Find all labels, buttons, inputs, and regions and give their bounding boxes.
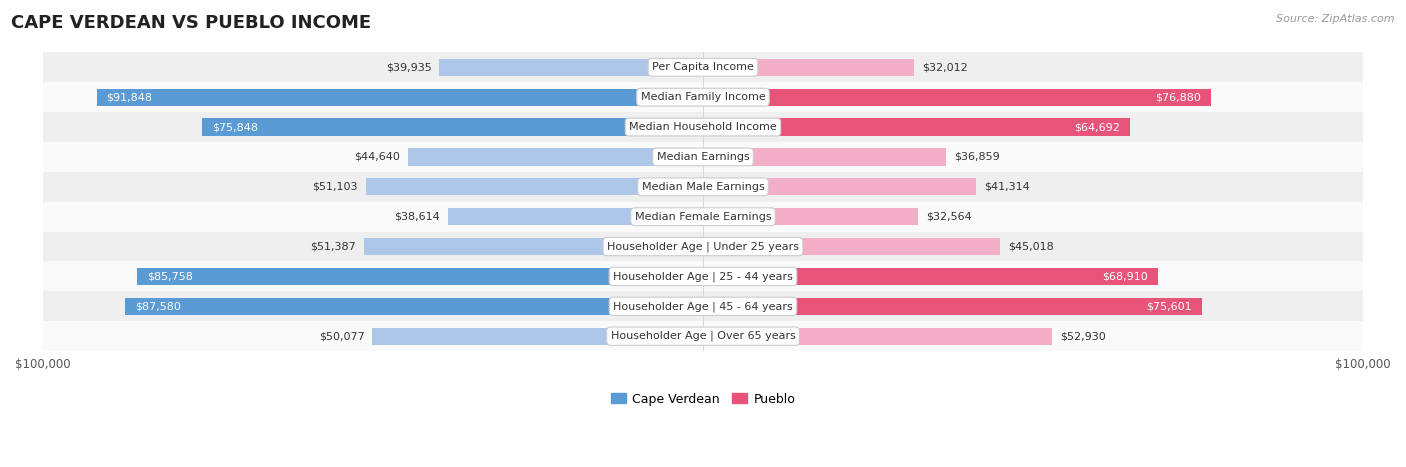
Text: $91,848: $91,848 [107, 92, 152, 102]
Bar [439, 59, 703, 76]
Text: $85,758: $85,758 [146, 271, 193, 282]
Bar [703, 148, 946, 166]
Text: $36,859: $36,859 [955, 152, 1000, 162]
Text: Median Household Income: Median Household Income [628, 122, 778, 132]
Text: $32,012: $32,012 [922, 62, 967, 72]
Text: Householder Age | 45 - 64 years: Householder Age | 45 - 64 years [613, 301, 793, 311]
Bar [703, 178, 976, 196]
Text: Householder Age | Over 65 years: Householder Age | Over 65 years [610, 331, 796, 341]
Bar [42, 52, 1364, 82]
Bar [42, 82, 1364, 112]
Text: $76,880: $76,880 [1154, 92, 1201, 102]
Bar [125, 297, 703, 315]
Bar [366, 178, 703, 196]
Bar [703, 89, 1211, 106]
Text: CAPE VERDEAN VS PUEBLO INCOME: CAPE VERDEAN VS PUEBLO INCOME [11, 14, 371, 32]
Legend: Cape Verdean, Pueblo: Cape Verdean, Pueblo [606, 388, 800, 410]
Bar [136, 268, 703, 285]
Text: $39,935: $39,935 [385, 62, 432, 72]
Bar [42, 232, 1364, 262]
Text: $87,580: $87,580 [135, 301, 180, 311]
Text: $75,601: $75,601 [1146, 301, 1192, 311]
Bar [703, 238, 1000, 255]
Bar [42, 202, 1364, 232]
Bar [703, 327, 1053, 345]
Bar [703, 119, 1130, 136]
Text: Median Female Earnings: Median Female Earnings [634, 212, 772, 222]
Text: $38,614: $38,614 [395, 212, 440, 222]
Text: Householder Age | Under 25 years: Householder Age | Under 25 years [607, 241, 799, 252]
Bar [408, 148, 703, 166]
Text: $45,018: $45,018 [1008, 241, 1054, 252]
Bar [703, 268, 1159, 285]
Bar [703, 208, 918, 226]
Text: $64,692: $64,692 [1074, 122, 1121, 132]
Bar [373, 327, 703, 345]
Text: $75,848: $75,848 [212, 122, 259, 132]
Bar [364, 238, 703, 255]
Bar [42, 291, 1364, 321]
Bar [42, 321, 1364, 351]
Text: $41,314: $41,314 [984, 182, 1029, 192]
Bar [202, 119, 703, 136]
Text: Median Male Earnings: Median Male Earnings [641, 182, 765, 192]
Text: Median Earnings: Median Earnings [657, 152, 749, 162]
Text: $50,077: $50,077 [319, 331, 364, 341]
Text: $52,930: $52,930 [1060, 331, 1107, 341]
Text: $51,387: $51,387 [311, 241, 356, 252]
Bar [42, 172, 1364, 202]
Text: Median Family Income: Median Family Income [641, 92, 765, 102]
Text: $68,910: $68,910 [1102, 271, 1149, 282]
Text: $44,640: $44,640 [354, 152, 401, 162]
Text: Source: ZipAtlas.com: Source: ZipAtlas.com [1277, 14, 1395, 24]
Bar [97, 89, 703, 106]
Bar [42, 262, 1364, 291]
Bar [703, 297, 1202, 315]
Text: Per Capita Income: Per Capita Income [652, 62, 754, 72]
Text: $51,103: $51,103 [312, 182, 357, 192]
Text: $32,564: $32,564 [927, 212, 972, 222]
Bar [703, 59, 914, 76]
Text: Householder Age | 25 - 44 years: Householder Age | 25 - 44 years [613, 271, 793, 282]
Bar [449, 208, 703, 226]
Bar [42, 142, 1364, 172]
Bar [42, 112, 1364, 142]
